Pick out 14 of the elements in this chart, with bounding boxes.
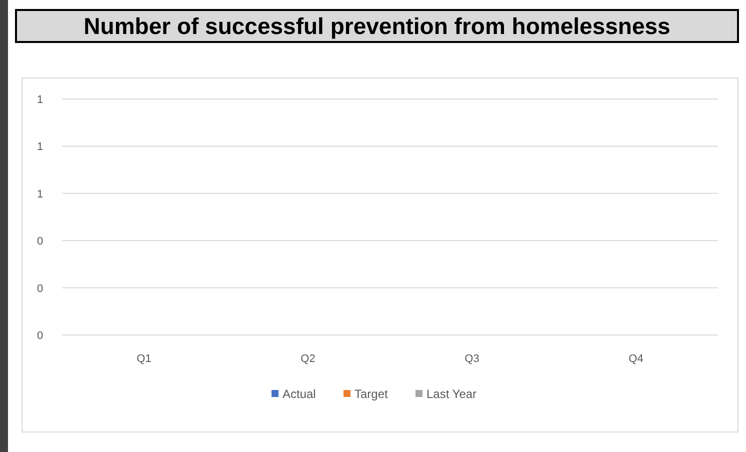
y-tick-label: 0 <box>36 236 44 248</box>
x-tick-label: Q2 <box>300 353 316 365</box>
y-tick-label: 0 <box>36 330 44 342</box>
x-tick-label: Q1 <box>136 353 152 365</box>
x-tick-label: Q3 <box>464 353 480 365</box>
chart-title: Number of successful prevention from homelessness <box>84 13 670 39</box>
legend-label: Target <box>354 387 389 401</box>
y-tick-label: 1 <box>36 141 44 154</box>
y-tick-label: 1 <box>36 188 44 200</box>
y-tick-label: 1 <box>36 94 44 106</box>
y-tick-label: 0 <box>36 282 44 295</box>
legend-label: Actual <box>282 387 316 401</box>
x-tick-label: Q4 <box>628 353 644 365</box>
legend-label: Last Year <box>426 387 477 401</box>
